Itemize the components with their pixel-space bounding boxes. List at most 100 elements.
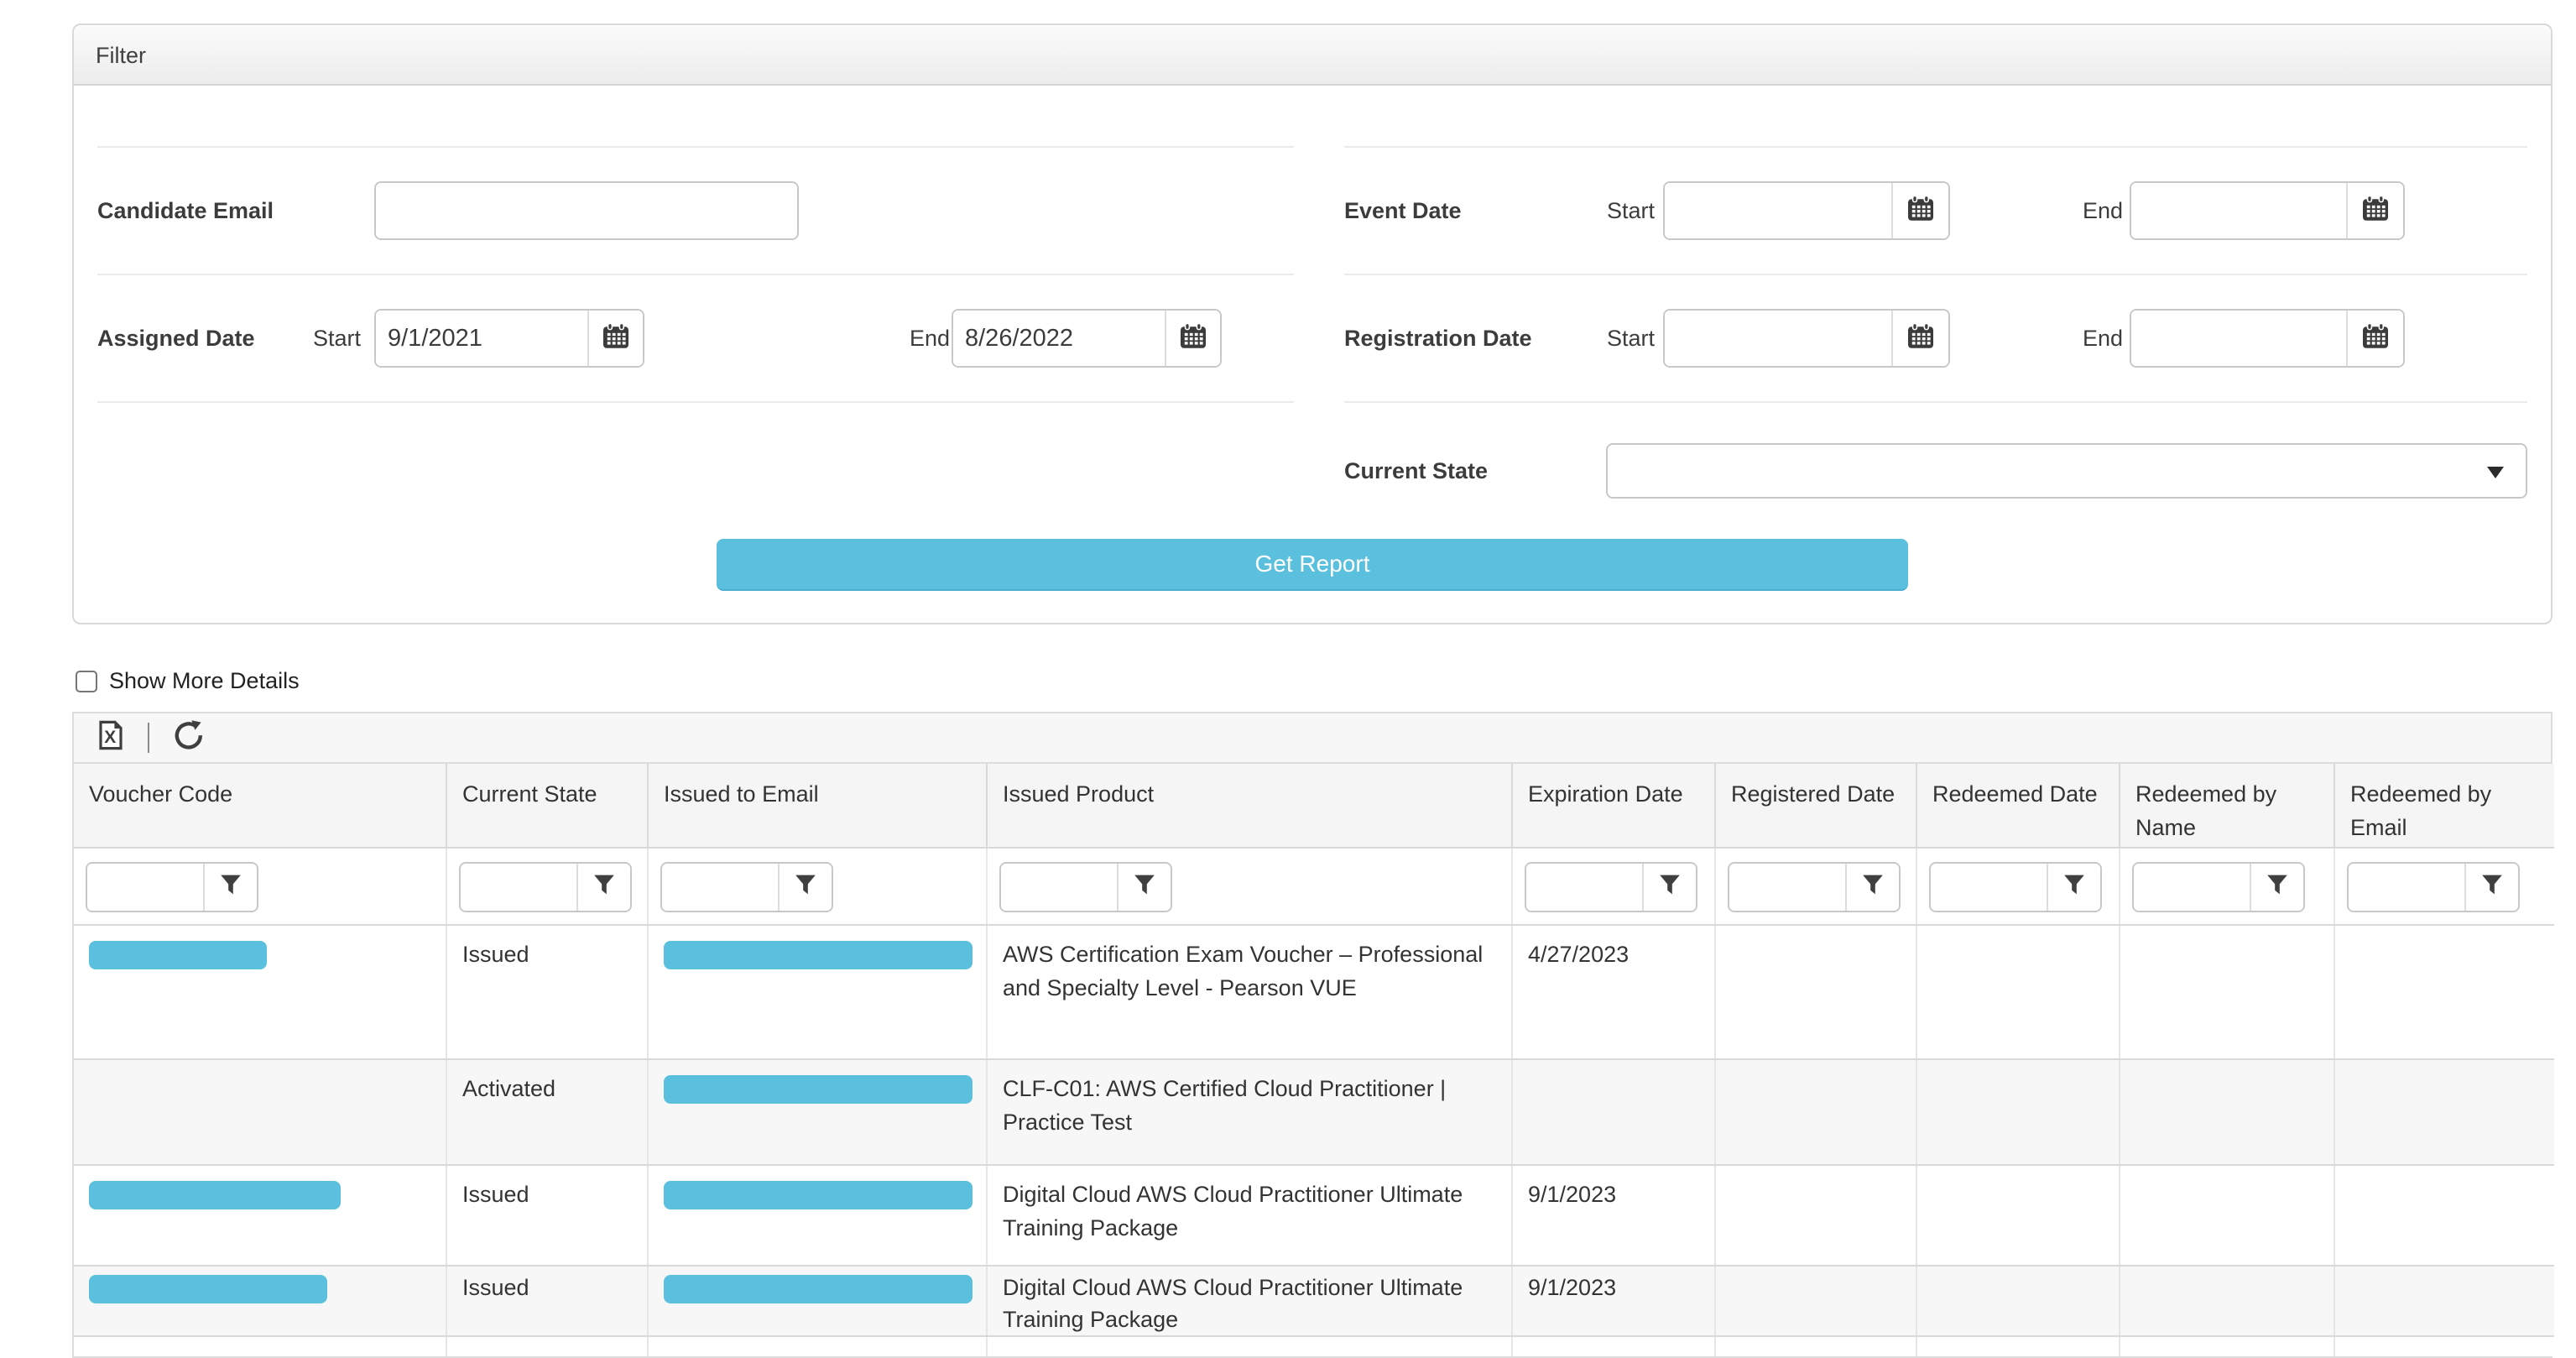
candidate-email-label: Candidate Email <box>97 197 274 223</box>
current-state-cell: Issued <box>446 925 648 1060</box>
column-header-redeemed-date[interactable]: Redeemed Date <box>1916 764 2120 849</box>
show-more-details-row: Show More Details <box>76 668 300 694</box>
calendar-icon <box>1906 322 1935 355</box>
issued-to-email-filter-input[interactable] <box>662 864 778 911</box>
assigned-date-start-input[interactable] <box>376 311 587 366</box>
current-state-filter-input[interactable] <box>461 864 576 911</box>
column-header-redeemed-by-email[interactable]: Redeemed by Email <box>2334 764 2554 849</box>
filter-panel-body: Candidate Email Assigned Date Start End <box>74 86 2551 539</box>
registration-date-row: Registration Date Start End <box>1344 275 2527 403</box>
registration-date-end-label: End <box>2083 325 2124 351</box>
filter-funnel-icon <box>795 874 816 901</box>
redeemed-by-email-filter-input[interactable] <box>2349 864 2464 911</box>
redeemed-by-name-filter-button[interactable] <box>2250 864 2303 911</box>
show-more-details-checkbox[interactable] <box>76 670 97 692</box>
assigned-date-end-group <box>952 309 1222 368</box>
redeemed-date-filter-input[interactable] <box>1931 864 2047 911</box>
expiration-date-filter-input[interactable] <box>1526 864 1642 911</box>
redeemed-date-cell <box>1916 1165 2120 1267</box>
refresh-icon <box>173 719 205 757</box>
redeemed-date-cell <box>1916 1059 2120 1166</box>
redeemed-date-filter-button[interactable] <box>2047 864 2100 911</box>
registration-date-end-input[interactable] <box>2131 311 2346 366</box>
issued-to-email-cell <box>647 1266 987 1337</box>
calendar-icon <box>2361 195 2390 227</box>
candidate-email-field[interactable] <box>374 181 799 240</box>
event-date-label: Event Date <box>1344 197 1462 223</box>
divider <box>1344 86 2527 148</box>
registered-date-filter-input[interactable] <box>1729 864 1845 911</box>
registration-date-start-calendar-button[interactable] <box>1891 311 1948 366</box>
filter-panel: Filter Candidate Email Assigned Date Sta… <box>72 24 2553 624</box>
assigned-date-end-label: End <box>910 325 951 351</box>
column-header-issued-to-email[interactable]: Issued to Email <box>647 764 987 849</box>
redeemed-by-email-cell <box>2334 1165 2554 1267</box>
registration-date-end-calendar-button[interactable] <box>2346 311 2403 366</box>
filter-funnel-icon <box>2481 874 2503 901</box>
filter-funnel-icon <box>593 874 615 901</box>
event-date-end-calendar-button[interactable] <box>2346 183 2403 238</box>
calendar-icon <box>602 322 630 355</box>
redacted-email-bar <box>664 941 973 969</box>
registered-date-cell <box>1714 1266 1916 1337</box>
column-header-expiration-date[interactable]: Expiration Date <box>1511 764 1715 849</box>
filter-left-column: Candidate Email Assigned Date Start End <box>97 86 1294 539</box>
report-button-row: Get Report <box>74 539 2551 623</box>
registered-date-cell <box>1714 925 1916 1060</box>
redeemed-date-cell <box>1916 925 2120 1060</box>
assigned-date-start-group <box>374 309 644 368</box>
voucher-code-cell <box>74 1059 446 1166</box>
registration-date-label: Registration Date <box>1344 325 1532 351</box>
assigned-date-end-calendar-button[interactable] <box>1165 311 1220 366</box>
event-date-start-input[interactable] <box>1665 183 1891 238</box>
event-date-start-calendar-button[interactable] <box>1891 183 1948 238</box>
filter-panel-title: Filter <box>74 25 2551 86</box>
refresh-button[interactable] <box>166 719 211 757</box>
issued-product-filter-input[interactable] <box>1001 864 1117 911</box>
assigned-date-end-input[interactable] <box>953 311 1165 366</box>
column-header-voucher-code[interactable]: Voucher Code <box>74 764 446 849</box>
filter-funnel-icon <box>1862 874 1884 901</box>
column-header-current-state[interactable]: Current State <box>446 764 648 849</box>
issued-product-filter-button[interactable] <box>1117 864 1171 911</box>
svg-text:X: X <box>104 727 116 746</box>
table-row <box>74 1336 2554 1356</box>
redacted-email-bar <box>664 1181 973 1209</box>
redeemed-by-email-filter-button[interactable] <box>2464 864 2518 911</box>
filter-funnel-icon <box>2063 874 2085 901</box>
voucher-code-filter-button[interactable] <box>203 864 257 911</box>
column-header-redeemed-by-name[interactable]: Redeemed by Name <box>2119 764 2334 849</box>
registration-date-end-group <box>2130 309 2405 368</box>
assigned-date-start-calendar-button[interactable] <box>587 311 643 366</box>
expiration-date-cell: 9/1/2023 <box>1511 1165 1715 1267</box>
export-excel-button[interactable]: X <box>91 720 131 756</box>
column-header-issued-product[interactable]: Issued Product <box>986 764 1512 849</box>
redacted-voucher-code-bar <box>89 941 267 969</box>
event-date-end-input[interactable] <box>2131 183 2346 238</box>
get-report-button[interactable]: Get Report <box>717 539 1908 591</box>
voucher-code-filter-input[interactable] <box>87 864 203 911</box>
event-date-end-group <box>2130 181 2405 240</box>
current-state-select[interactable] <box>1606 443 2527 499</box>
column-header-registered-date[interactable]: Registered Date <box>1714 764 1916 849</box>
redeemed-by-name-filter-input[interactable] <box>2134 864 2250 911</box>
assigned-date-label: Assigned Date <box>97 325 255 351</box>
redeemed-by-email-cell <box>2334 925 2554 1060</box>
calendar-icon <box>1906 195 1935 227</box>
redacted-voucher-code-bar <box>89 1181 341 1209</box>
assigned-date-row: Assigned Date Start End <box>97 275 1294 403</box>
current-state-filter-button[interactable] <box>576 864 630 911</box>
issued-to-email-filter-button[interactable] <box>778 864 832 911</box>
redeemed-by-name-cell <box>2119 1059 2334 1166</box>
current-state-selected-value <box>1608 458 1621 483</box>
event-date-start-label: Start <box>1606 197 1655 223</box>
column-filter-row <box>74 848 2554 926</box>
current-state-cell: Issued <box>446 1266 648 1337</box>
divider <box>97 86 1294 148</box>
voucher-code-cell <box>74 1266 446 1337</box>
current-state-cell: Activated <box>446 1059 648 1166</box>
expiration-date-filter-button[interactable] <box>1642 864 1696 911</box>
registered-date-filter-button[interactable] <box>1845 864 1899 911</box>
calendar-icon <box>1179 322 1207 355</box>
registration-date-start-input[interactable] <box>1665 311 1891 366</box>
